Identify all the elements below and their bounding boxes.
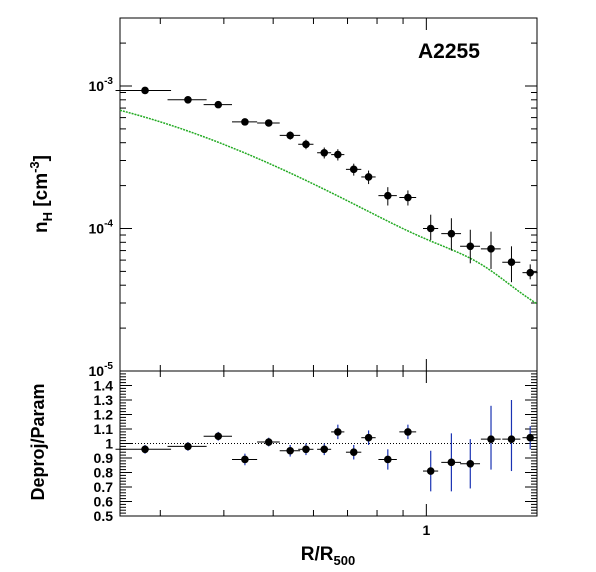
top-data-point	[334, 150, 342, 159]
top-data-point	[404, 193, 412, 202]
top-y-axis-title: nH [cm-3]	[27, 155, 55, 233]
bottom-data-point	[286, 446, 294, 455]
top-y-tick-labels: 10-3 10-4 10-5	[89, 76, 114, 379]
x-axis-title: R/R500	[301, 544, 355, 568]
model-curve	[119, 109, 538, 305]
top-y-tick-label: 10-4	[89, 218, 114, 236]
top-data-point	[384, 191, 392, 200]
bottom-data-point	[264, 438, 273, 446]
bottom-y-tick-label: 1.2	[94, 407, 114, 423]
top-data-point	[286, 131, 294, 140]
top-data-point	[184, 96, 192, 104]
bottom-data-point	[241, 455, 249, 464]
top-y-tick-label: 10-3	[89, 76, 114, 94]
top-data-point	[349, 165, 358, 174]
bottom-data-point	[526, 433, 535, 442]
top-minor-ticks	[120, 17, 537, 372]
top-y-tick-label: 10-5	[89, 361, 114, 379]
bottom-data-point	[302, 445, 310, 454]
top-plot-frame	[119, 17, 538, 372]
top-data-point	[364, 173, 373, 181]
bottom-y-tick-label: 1.3	[94, 392, 114, 408]
top-data-point	[320, 148, 329, 157]
top-data-point	[141, 86, 149, 95]
bottom-y-tick-label: 1.4	[94, 378, 114, 394]
top-data-point	[466, 242, 475, 251]
bottom-y-tick-label: 0.7	[94, 479, 114, 495]
bottom-y-axis-title: Deproj/Param	[28, 383, 48, 500]
cluster-name-annotation: A2255	[418, 40, 480, 63]
x-tick-label: 1	[422, 522, 430, 538]
bottom-data-point	[384, 455, 392, 464]
top-data-point	[487, 245, 495, 253]
top-data-point	[302, 140, 310, 149]
top-data-point	[447, 229, 456, 238]
bottom-y-tick-label: 1.1	[94, 421, 114, 437]
bottom-data-point	[349, 448, 358, 457]
bottom-data-point	[447, 458, 456, 467]
bottom-data-point	[404, 428, 412, 436]
bottom-y-tick-labels: 0.50.60.70.80.911.11.21.31.4	[94, 378, 114, 525]
bottom-y-tick-label: 0.5	[94, 508, 114, 524]
bottom-data-point	[141, 445, 149, 454]
bottom-data-point	[184, 442, 192, 451]
top-data-point	[214, 100, 223, 109]
top-data-point	[264, 119, 273, 127]
top-data-point	[507, 258, 516, 267]
bottom-y-tick-label: 1	[105, 436, 113, 452]
bottom-data-point	[214, 432, 223, 441]
bottom-data-points	[115, 400, 538, 492]
bottom-data-point	[466, 460, 475, 468]
bottom-data-point	[507, 435, 516, 443]
bottom-data-point	[334, 428, 342, 436]
top-data-point	[526, 268, 535, 277]
top-data-point	[241, 118, 249, 126]
bottom-y-tick-label: 0.9	[94, 450, 114, 466]
bottom-y-tick-label: 0.8	[94, 465, 114, 481]
top-model-curve	[119, 109, 538, 305]
bottom-y-tick-label: 0.6	[94, 494, 114, 510]
bottom-data-point	[487, 435, 495, 443]
top-data-point	[426, 224, 435, 233]
bottom-data-point	[426, 467, 435, 475]
bottom-data-point	[320, 445, 329, 454]
top-data-points	[115, 86, 538, 283]
bottom-data-point	[364, 433, 373, 442]
bottom-axis-ticks	[120, 370, 537, 517]
bottom-x-tick-labels: 1	[422, 522, 430, 538]
